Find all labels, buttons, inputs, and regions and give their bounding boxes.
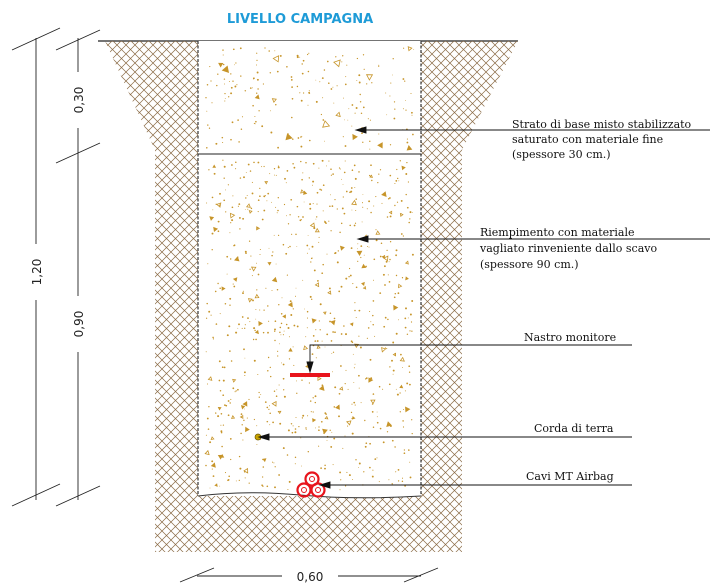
width-value: 0,60 [297,570,324,584]
mt-cables [296,471,326,498]
soil-hatch [105,41,518,552]
trench-interior [198,41,421,496]
base-layer-label-line-1: Strato di base misto stabilizzato [512,118,692,131]
base-layer-label-line-2: saturato con materiale fine [512,133,663,146]
warning-tape-label: Nastro monitore [524,331,616,344]
ground-level-title: LIVELLO CAMPAGNA [227,12,373,27]
width-dimension [179,567,439,583]
earth-wire-label: Corda di terra [534,422,614,435]
leader-lines [257,126,710,489]
total-depth-value: 1,20 [30,259,44,286]
bottom-layer-value: 0,90 [72,311,86,338]
backfill-aggregate [204,159,414,491]
base-layer-label-line-3: (spessore 30 cm.) [512,148,611,161]
top-layer-dimension [55,29,101,164]
backfill-label-line-3: (spessore 90 cm.) [480,258,579,271]
total-depth-dimension [11,27,61,507]
cables-label: Cavi MT Airbag [526,470,614,483]
backfill-label-line-2: vagliato rinveniente dallo scavo [479,242,657,255]
bottom-layer-dimension [55,154,101,507]
top-layer-value: 0,30 [72,87,86,114]
backfill-label-line-1: Riempimento con materiale [480,226,635,239]
